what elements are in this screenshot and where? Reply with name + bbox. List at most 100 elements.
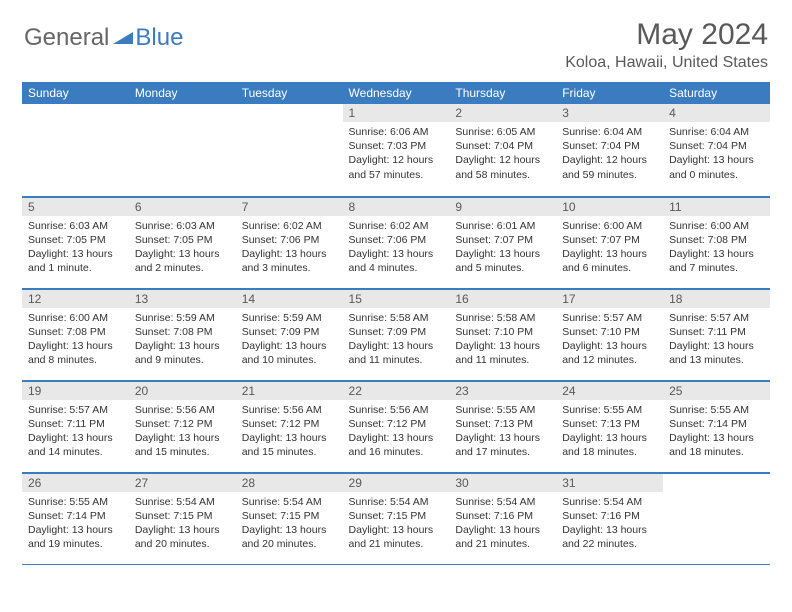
day-daylight: Daylight: 13 hours and 0 minutes. bbox=[669, 153, 764, 181]
day-info: Sunrise: 6:05 AMSunset: 7:04 PMDaylight:… bbox=[449, 122, 556, 186]
day-info: Sunrise: 5:55 AMSunset: 7:14 PMDaylight:… bbox=[22, 492, 129, 556]
day-sunset: Sunset: 7:05 PM bbox=[28, 233, 123, 247]
day-info: Sunrise: 5:59 AMSunset: 7:09 PMDaylight:… bbox=[236, 308, 343, 372]
day-info: Sunrise: 6:01 AMSunset: 7:07 PMDaylight:… bbox=[449, 216, 556, 280]
day-sunset: Sunset: 7:15 PM bbox=[135, 509, 230, 523]
calendar-day-cell: 8Sunrise: 6:02 AMSunset: 7:06 PMDaylight… bbox=[343, 196, 450, 288]
day-daylight: Daylight: 13 hours and 12 minutes. bbox=[562, 339, 657, 367]
calendar-day-cell: 25Sunrise: 5:55 AMSunset: 7:14 PMDayligh… bbox=[663, 380, 770, 472]
day-sunrise: Sunrise: 5:56 AM bbox=[135, 403, 230, 417]
day-number: 15 bbox=[343, 289, 450, 308]
day-sunrise: Sunrise: 5:55 AM bbox=[669, 403, 764, 417]
calendar-day-cell: 21Sunrise: 5:56 AMSunset: 7:12 PMDayligh… bbox=[236, 380, 343, 472]
day-daylight: Daylight: 13 hours and 5 minutes. bbox=[455, 247, 550, 275]
logo-triangle-icon bbox=[113, 28, 133, 49]
day-number: 10 bbox=[556, 197, 663, 216]
day-sunrise: Sunrise: 5:57 AM bbox=[28, 403, 123, 417]
day-number: 11 bbox=[663, 197, 770, 216]
month-title: May 2024 bbox=[565, 18, 768, 52]
day-daylight: Daylight: 13 hours and 3 minutes. bbox=[242, 247, 337, 275]
day-number: 21 bbox=[236, 381, 343, 400]
day-sunset: Sunset: 7:09 PM bbox=[242, 325, 337, 339]
calendar-day-cell: 4Sunrise: 6:04 AMSunset: 7:04 PMDaylight… bbox=[663, 104, 770, 196]
day-sunset: Sunset: 7:10 PM bbox=[562, 325, 657, 339]
calendar-week-row: 26Sunrise: 5:55 AMSunset: 7:14 PMDayligh… bbox=[22, 472, 770, 564]
calendar-week-row: 1Sunrise: 6:06 AMSunset: 7:03 PMDaylight… bbox=[22, 104, 770, 196]
day-daylight: Daylight: 13 hours and 8 minutes. bbox=[28, 339, 123, 367]
day-sunrise: Sunrise: 5:58 AM bbox=[349, 311, 444, 325]
day-sunset: Sunset: 7:15 PM bbox=[242, 509, 337, 523]
day-sunset: Sunset: 7:11 PM bbox=[28, 417, 123, 431]
calendar-day-cell bbox=[22, 104, 129, 196]
calendar-day-cell: 23Sunrise: 5:55 AMSunset: 7:13 PMDayligh… bbox=[449, 380, 556, 472]
calendar-day-cell: 10Sunrise: 6:00 AMSunset: 7:07 PMDayligh… bbox=[556, 196, 663, 288]
day-sunrise: Sunrise: 6:00 AM bbox=[669, 219, 764, 233]
weekday-header: Friday bbox=[556, 82, 663, 104]
day-daylight: Daylight: 13 hours and 18 minutes. bbox=[562, 431, 657, 459]
weekday-header: Sunday bbox=[22, 82, 129, 104]
day-daylight: Daylight: 12 hours and 58 minutes. bbox=[455, 153, 550, 181]
day-sunset: Sunset: 7:06 PM bbox=[349, 233, 444, 247]
day-info: Sunrise: 6:00 AMSunset: 7:07 PMDaylight:… bbox=[556, 216, 663, 280]
day-number: 28 bbox=[236, 473, 343, 492]
day-daylight: Daylight: 13 hours and 18 minutes. bbox=[669, 431, 764, 459]
day-number: 24 bbox=[556, 381, 663, 400]
day-info: Sunrise: 5:59 AMSunset: 7:08 PMDaylight:… bbox=[129, 308, 236, 372]
day-number: 6 bbox=[129, 197, 236, 216]
calendar-day-cell: 18Sunrise: 5:57 AMSunset: 7:11 PMDayligh… bbox=[663, 288, 770, 380]
calendar-day-cell: 27Sunrise: 5:54 AMSunset: 7:15 PMDayligh… bbox=[129, 472, 236, 564]
day-sunset: Sunset: 7:08 PM bbox=[669, 233, 764, 247]
day-number bbox=[22, 104, 129, 122]
day-sunrise: Sunrise: 5:59 AM bbox=[242, 311, 337, 325]
calendar-day-cell: 28Sunrise: 5:54 AMSunset: 7:15 PMDayligh… bbox=[236, 472, 343, 564]
day-sunrise: Sunrise: 5:58 AM bbox=[455, 311, 550, 325]
day-number: 30 bbox=[449, 473, 556, 492]
calendar-day-cell: 19Sunrise: 5:57 AMSunset: 7:11 PMDayligh… bbox=[22, 380, 129, 472]
day-number: 2 bbox=[449, 104, 556, 122]
day-number: 18 bbox=[663, 289, 770, 308]
day-number: 14 bbox=[236, 289, 343, 308]
day-sunrise: Sunrise: 5:59 AM bbox=[135, 311, 230, 325]
day-daylight: Daylight: 12 hours and 59 minutes. bbox=[562, 153, 657, 181]
day-sunrise: Sunrise: 5:56 AM bbox=[349, 403, 444, 417]
day-number: 20 bbox=[129, 381, 236, 400]
day-info: Sunrise: 5:55 AMSunset: 7:13 PMDaylight:… bbox=[556, 400, 663, 464]
day-sunrise: Sunrise: 5:57 AM bbox=[562, 311, 657, 325]
day-info: Sunrise: 6:02 AMSunset: 7:06 PMDaylight:… bbox=[236, 216, 343, 280]
calendar-day-cell bbox=[129, 104, 236, 196]
day-sunset: Sunset: 7:05 PM bbox=[135, 233, 230, 247]
calendar-week-row: 5Sunrise: 6:03 AMSunset: 7:05 PMDaylight… bbox=[22, 196, 770, 288]
day-sunrise: Sunrise: 6:03 AM bbox=[28, 219, 123, 233]
day-sunset: Sunset: 7:07 PM bbox=[455, 233, 550, 247]
day-daylight: Daylight: 13 hours and 9 minutes. bbox=[135, 339, 230, 367]
day-number: 25 bbox=[663, 381, 770, 400]
day-number: 5 bbox=[22, 197, 129, 216]
calendar-day-cell: 17Sunrise: 5:57 AMSunset: 7:10 PMDayligh… bbox=[556, 288, 663, 380]
day-info: Sunrise: 5:57 AMSunset: 7:11 PMDaylight:… bbox=[663, 308, 770, 372]
calendar-day-cell bbox=[236, 104, 343, 196]
day-sunset: Sunset: 7:16 PM bbox=[455, 509, 550, 523]
calendar-body: 1Sunrise: 6:06 AMSunset: 7:03 PMDaylight… bbox=[22, 104, 770, 564]
day-number: 3 bbox=[556, 104, 663, 122]
day-sunset: Sunset: 7:06 PM bbox=[242, 233, 337, 247]
day-sunset: Sunset: 7:08 PM bbox=[135, 325, 230, 339]
calendar-day-cell: 20Sunrise: 5:56 AMSunset: 7:12 PMDayligh… bbox=[129, 380, 236, 472]
day-sunset: Sunset: 7:13 PM bbox=[455, 417, 550, 431]
day-sunset: Sunset: 7:16 PM bbox=[562, 509, 657, 523]
day-sunset: Sunset: 7:03 PM bbox=[349, 139, 444, 153]
day-number: 8 bbox=[343, 197, 450, 216]
day-info: Sunrise: 6:06 AMSunset: 7:03 PMDaylight:… bbox=[343, 122, 450, 186]
day-info: Sunrise: 5:55 AMSunset: 7:14 PMDaylight:… bbox=[663, 400, 770, 464]
logo-text-part2: Blue bbox=[135, 24, 183, 52]
day-info: Sunrise: 5:54 AMSunset: 7:16 PMDaylight:… bbox=[556, 492, 663, 556]
day-daylight: Daylight: 13 hours and 10 minutes. bbox=[242, 339, 337, 367]
header: General Blue May 2024 Koloa, Hawaii, Uni… bbox=[0, 0, 792, 76]
day-sunrise: Sunrise: 6:04 AM bbox=[562, 125, 657, 139]
day-sunset: Sunset: 7:15 PM bbox=[349, 509, 444, 523]
day-sunrise: Sunrise: 5:55 AM bbox=[455, 403, 550, 417]
day-daylight: Daylight: 13 hours and 1 minute. bbox=[28, 247, 123, 275]
day-sunrise: Sunrise: 6:05 AM bbox=[455, 125, 550, 139]
day-sunrise: Sunrise: 5:54 AM bbox=[562, 495, 657, 509]
day-daylight: Daylight: 13 hours and 16 minutes. bbox=[349, 431, 444, 459]
day-info: Sunrise: 6:00 AMSunset: 7:08 PMDaylight:… bbox=[22, 308, 129, 372]
